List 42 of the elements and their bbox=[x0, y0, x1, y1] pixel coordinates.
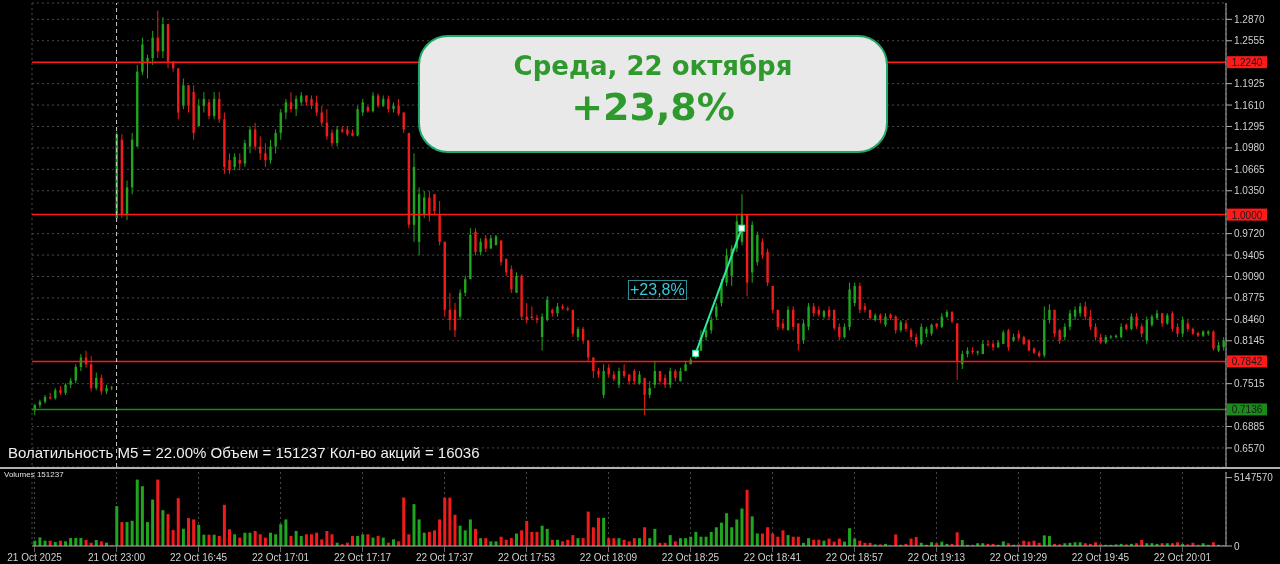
y-tick-label: 1.0980 bbox=[1234, 142, 1266, 154]
y-tick-label: 5147570 bbox=[1234, 472, 1274, 484]
x-tick-label: 22 Oct 17:37 bbox=[415, 552, 474, 564]
ref-line-label: 1.0000 bbox=[1231, 209, 1263, 221]
x-tick-label: 21 Oct 23:00 bbox=[87, 552, 146, 564]
rounded-card: Среда, 22 октября +23,8% bbox=[418, 35, 888, 153]
y-tick-label: 0.9720 bbox=[1234, 228, 1266, 240]
ref-line-label: 0.7136 bbox=[1231, 404, 1263, 416]
y-tick-label: 0.8775 bbox=[1234, 292, 1266, 304]
y-tick-label: 0.6570 bbox=[1234, 442, 1266, 454]
annotation: Волатильность M5 = 22.00% Объем = 151237 Кол-во акций = 16036 bbox=[8, 444, 480, 461]
annotation: +23,8% bbox=[628, 280, 687, 300]
ref-line-label: 1.2240 bbox=[1231, 57, 1263, 69]
x-tick-label: 21 Oct 2025 bbox=[7, 552, 63, 564]
y-tick-label: 1.0350 bbox=[1234, 185, 1266, 197]
x-tick-label: 22 Oct 17:17 bbox=[333, 552, 392, 564]
x-tick-label: 22 Oct 18:25 bbox=[661, 552, 720, 564]
y-tick-label: 0 bbox=[1234, 540, 1240, 552]
x-tick-label: 22 Oct 18:09 bbox=[579, 552, 638, 564]
x-tick-label: 22 Oct 16:45 bbox=[169, 552, 228, 564]
y-tick-label: 1.1295 bbox=[1234, 121, 1266, 133]
ref-line-label: 0.7842 bbox=[1231, 356, 1263, 368]
y-tick-label: 1.2555 bbox=[1234, 35, 1266, 47]
y-tick-label: 0.8145 bbox=[1234, 335, 1266, 347]
y-tick-label: 1.0665 bbox=[1234, 163, 1266, 175]
x-tick-label: 22 Oct 19:13 bbox=[907, 552, 966, 564]
y-tick-label: 1.1925 bbox=[1234, 78, 1266, 90]
y-tick-label: 0.9405 bbox=[1234, 249, 1266, 261]
chart-title: Volumes 151237 bbox=[4, 470, 64, 479]
x-tick-label: 22 Oct 20:01 bbox=[1153, 552, 1212, 564]
x-tick-label: 22 Oct 19:45 bbox=[1071, 552, 1130, 564]
y-tick-label: 1.1610 bbox=[1234, 99, 1266, 111]
y-tick-label: 0.9090 bbox=[1234, 271, 1266, 283]
y-tick-label: 0.7515 bbox=[1234, 378, 1266, 390]
x-tick-label: 22 Oct 18:41 bbox=[743, 552, 802, 564]
x-tick-label: 22 Oct 17:53 bbox=[497, 552, 556, 564]
x-tick-label: 22 Oct 17:01 bbox=[251, 552, 310, 564]
y-tick-label: 1.2870 bbox=[1234, 13, 1266, 25]
x-tick-label: 22 Oct 18:57 bbox=[825, 552, 884, 564]
y-tick-label: 0.6885 bbox=[1234, 421, 1266, 433]
y-tick-label: 0.8460 bbox=[1234, 313, 1266, 325]
x-tick-label: 22 Oct 19:29 bbox=[989, 552, 1048, 564]
